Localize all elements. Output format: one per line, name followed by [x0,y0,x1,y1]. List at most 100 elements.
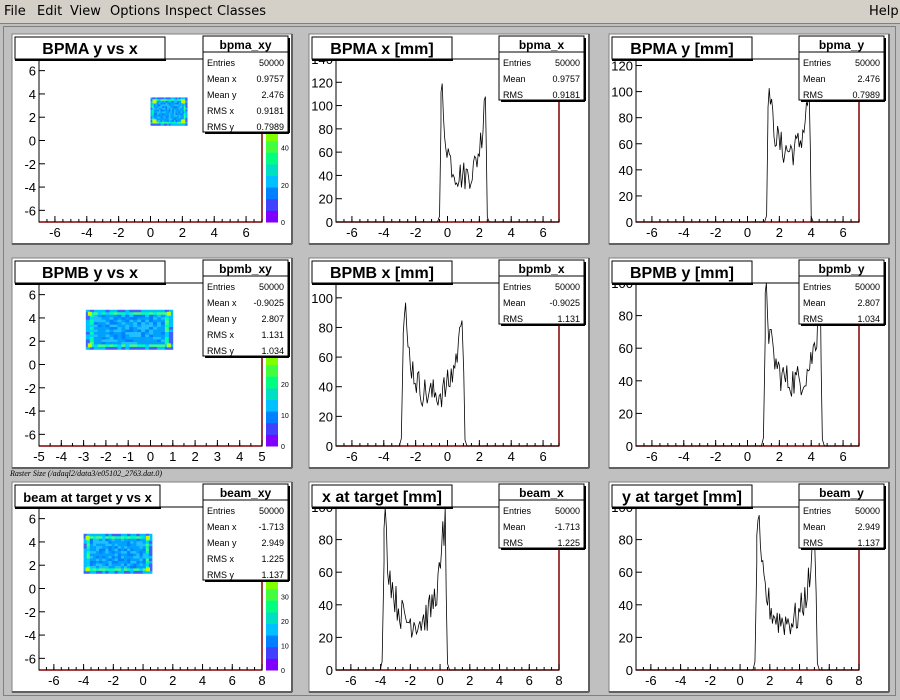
x-tick-label: -6 [646,449,658,464]
palette-cell [266,665,278,669]
heatmap-cell [165,107,168,111]
menu-help[interactable]: Help [869,4,899,19]
heatmap-cell [133,533,137,537]
heatmap-cell [165,97,168,100]
heatmap-cell [83,538,88,542]
heatmap-cell [125,332,130,335]
menu-classes[interactable]: Classes [217,4,266,19]
y-tick-label: 2 [29,558,36,573]
heatmap-cell [150,107,153,111]
heatmap-cell [133,312,138,316]
heatmap-cell [178,102,181,105]
heatmap-cell [83,546,88,550]
heatmap-cell [89,319,95,323]
pad-beam_x[interactable]: -6-4-202468020406080100x at target [mm]b… [308,481,590,693]
heatmap-cell [89,565,94,569]
heatmap-cell [160,327,166,330]
heatmap-cell [185,97,188,100]
heatmap-cell [129,312,134,316]
stats-label: RMS [803,314,823,324]
x-tick-label: -6 [346,449,358,464]
heatmap-cell [164,322,170,326]
heatmap-cell [125,312,130,316]
heatmap-cell [125,319,130,323]
heatmap-cell [133,314,138,318]
heatmap-cell [111,548,116,552]
menu-inspect[interactable]: Inspect [165,4,213,19]
palette-cell [266,656,278,659]
stats-box [498,259,585,325]
heatmap-cell [93,327,99,330]
pad-beam_y[interactable]: -6-4-202468020406080100y at target [mm]b… [608,481,890,693]
heatmap-cell [157,123,160,126]
heatmap-cell [96,548,100,552]
heatmap-cell [153,106,156,109]
heatmap-cell [145,329,150,333]
pad-bpma_x[interactable]: -6-4-20246020406080100120140BPMA x [mm]b… [308,33,590,245]
heatmap-cell [130,538,134,542]
heatmap-cell [173,97,176,100]
stats-label: RMS [503,314,523,324]
x-tick-label: 6 [826,673,833,688]
heatmap-cell [133,346,138,350]
heatmap-cell [97,319,103,323]
heatmap-cell [160,319,166,323]
heatmap-cell [114,533,119,537]
heatmap-cell [156,334,162,338]
heatmap-hotspot [152,99,157,104]
x-tick-label: 6 [242,225,249,240]
heatmap-cell [180,107,183,111]
heatmap-cell [133,536,137,540]
menu-view[interactable]: View [70,4,101,19]
heatmap-cell [177,118,180,121]
heatmap-cell [93,317,99,321]
heatmap-cell [160,329,166,333]
y-tick-label: -2 [24,381,36,396]
heatmap-cell [129,322,134,326]
heatmap-cell [145,309,150,313]
palette-cell [266,639,278,643]
x-tick-label: 0 [436,673,443,688]
heatmap-cell [102,541,106,545]
pad-bpma_xy[interactable]: -6 -4 -2 0 2 4 6 -6 -4 -2 0 2 4 6 0 20 40 BPMA y vs x bpma… [11,33,293,245]
heatmap-cell [139,568,144,572]
heatmap-cell [99,560,103,564]
menu-file[interactable]: File [4,4,26,19]
x-tick-label: -2 [705,673,717,688]
menu-options[interactable]: Options [110,4,161,19]
heatmap-cell [113,327,118,330]
menu-edit[interactable]: Edit [37,4,63,19]
heatmap-cell [173,104,176,107]
palette-cell [266,201,278,204]
heatmap-cell [133,546,137,550]
y-tick-label: 4 [29,311,36,326]
heatmap-cell [168,97,171,100]
heatmap-cell [168,99,171,102]
palette-cell [266,637,278,641]
heatmap-cell [185,104,188,107]
root-canvas[interactable]: -6 -4 -2 0 2 4 6 -6 -4 -2 0 2 4 6 0 20 40 BPMA y vs x bpma… [3,26,896,696]
heatmap-cell [130,551,134,554]
heatmap-cell [102,556,106,559]
heatmap-cell [85,309,91,313]
heatmap-cell [101,312,106,316]
heatmap-cell [145,341,150,345]
heatmap-cell [133,309,138,313]
heatmap-cell [85,336,91,340]
heatmap-cell [101,334,106,338]
palette-tick-label: 30 [281,595,289,602]
heatmap-cell [145,553,150,557]
heatmap-cell [168,120,171,123]
heatmap-cell [121,334,126,338]
pad-beam_xy[interactable]: -6 -4 -2 0 2 4 6 8 -6 -4 -2 0 2 4 6 0 10 20 30 beam at targ… [11,481,293,693]
x-tick-label: 2 [766,673,773,688]
heatmap-cell [170,111,173,114]
heatmap-cell [139,570,144,574]
stats-label: RMS [803,538,823,548]
x-tick-label: 0 [139,673,146,688]
